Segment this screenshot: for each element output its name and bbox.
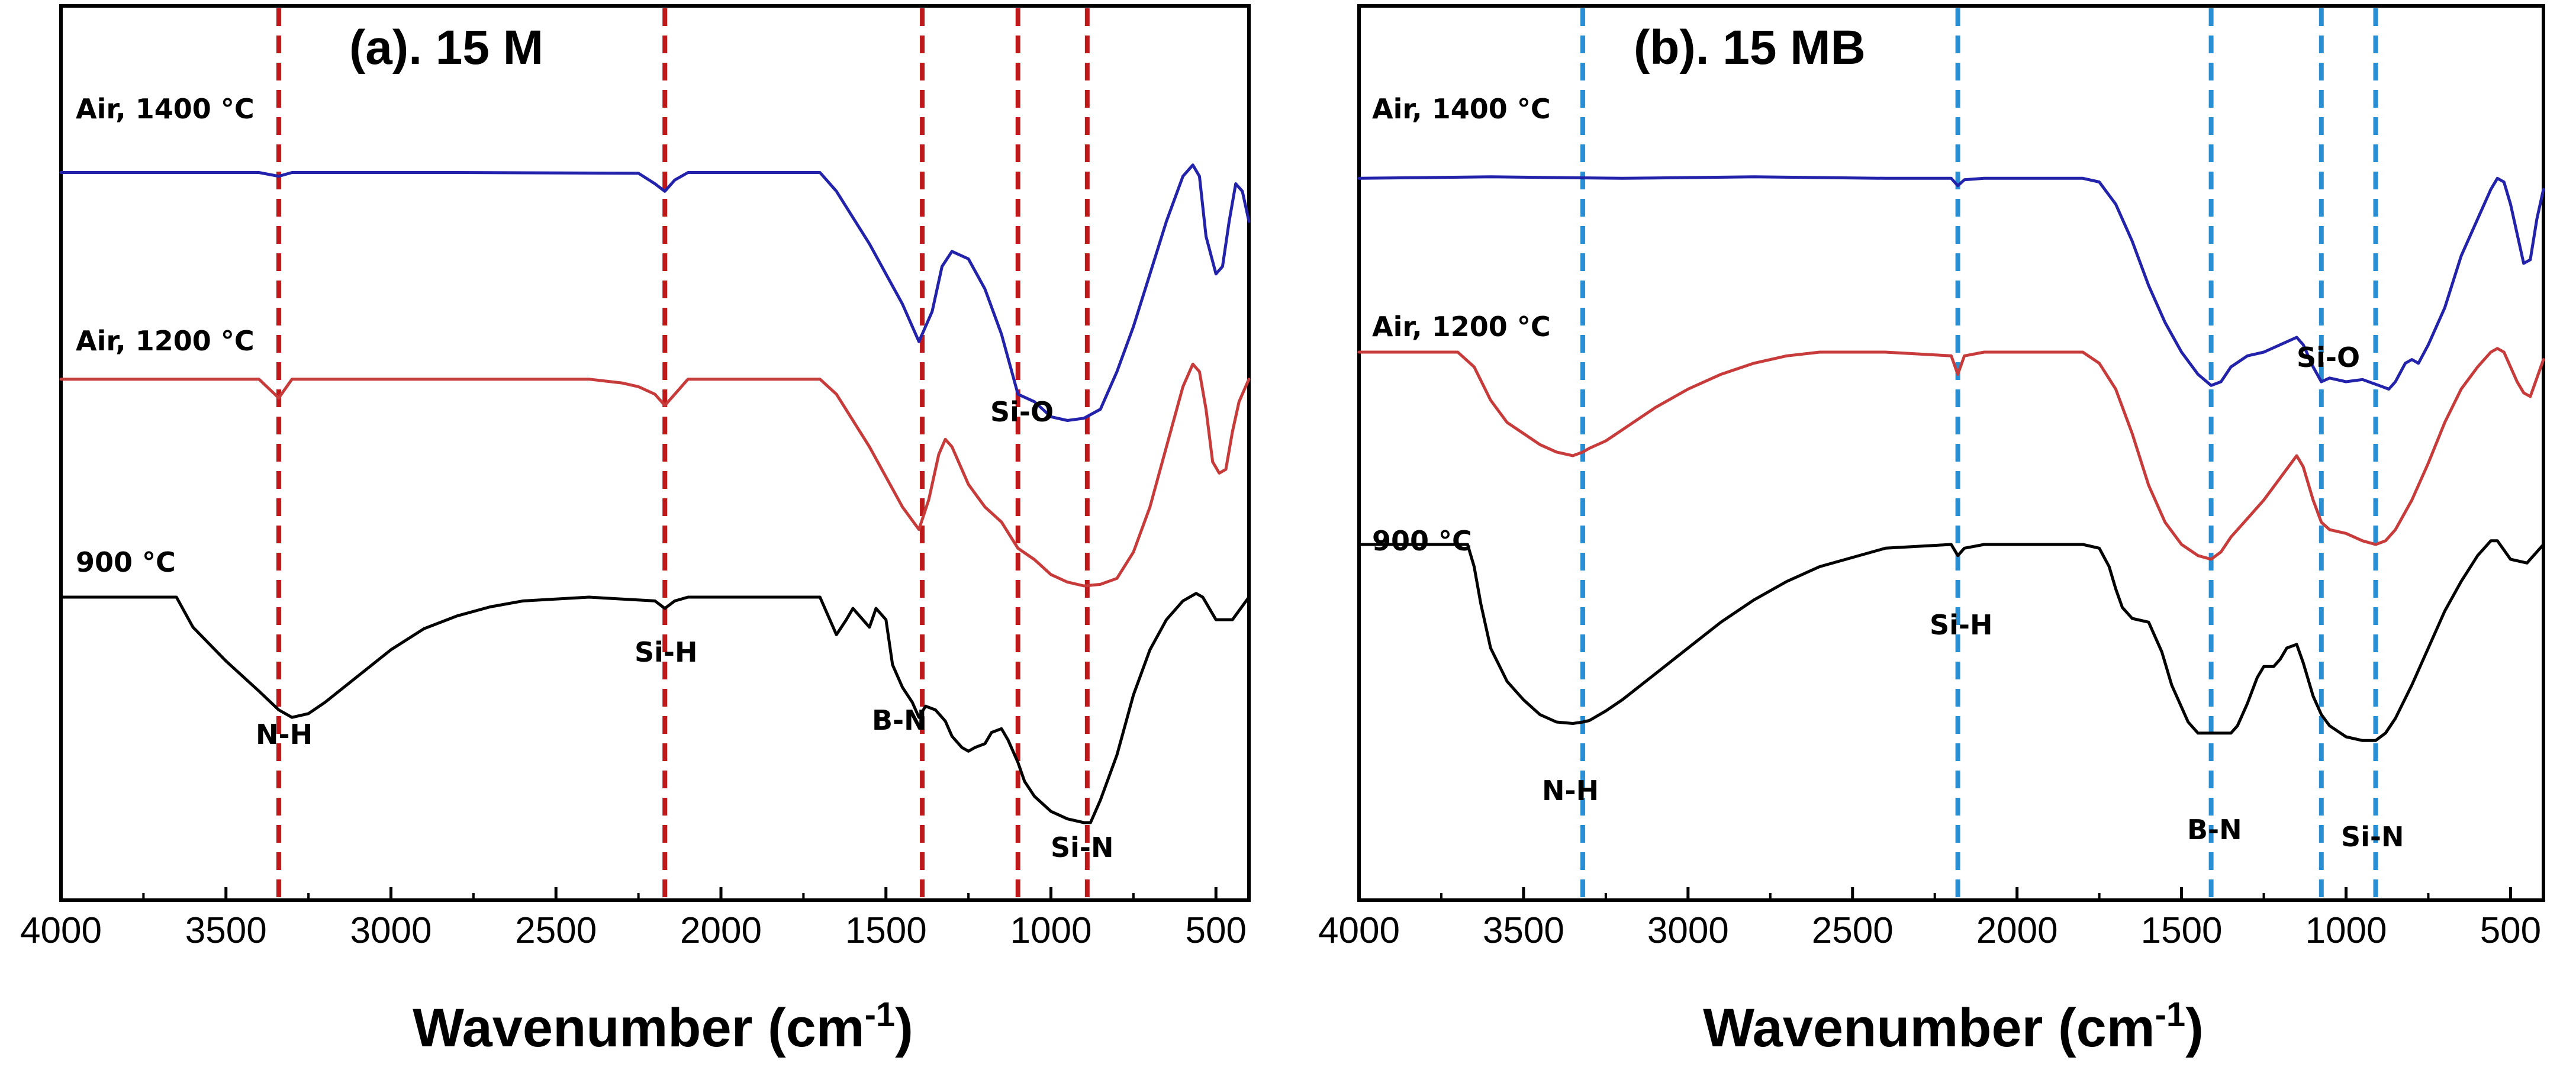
panel-a: 4000 3500 3000 2500 2000 1500 1000 500 (a). 15 … [20,4,1251,1058]
annotation-si-o: Si-O [990,396,1054,428]
x-axis-ticks: 4000 3500 3000 2500 2000 1500 1000 500 [1318,887,2541,951]
marker-lines [276,8,1090,898]
x-tick-label-2500: 2500 [1812,910,1894,951]
x-tick-label-2500: 2500 [515,910,597,951]
annotation-si-h: Si-H [635,636,698,668]
series-line-1 [59,362,1251,588]
x-tick-label-3500: 3500 [1483,910,1564,951]
series-label-1200: Air, 1200 °C [76,325,255,357]
plot-frame [1357,4,2545,902]
annotation-si-n: Si-N [2341,821,2404,853]
plot-frame [59,4,1251,902]
annotation-si-n: Si-N [1051,831,1114,863]
x-tick-label-2000: 2000 [680,910,762,951]
x-tick-label-1500: 1500 [845,910,927,951]
annotation-n-h: N-H [1542,775,1599,807]
series-line-0 [59,163,1251,422]
series-lines [1357,175,2545,742]
x-tick-label-1000: 1000 [2305,910,2387,951]
x-tick-label-500: 500 [1186,910,1247,951]
x-tick-label-3000: 3000 [350,910,432,951]
annotation-n-h: N-H [256,718,313,750]
annotation-si-o: Si-O [2297,341,2360,373]
annotation-si-h: Si-H [1930,609,1993,641]
panel-title: (a). 15 M [349,21,543,75]
x-tick-label-1000: 1000 [1010,910,1092,951]
annotation-b-n: B-N [872,704,927,736]
x-axis-ticks: 4000 3500 3000 2500 2000 1500 1000 500 [20,887,1247,951]
marker-lines [1580,8,2378,898]
series-line-1 [1357,347,2545,561]
x-tick-label-500: 500 [2480,910,2541,951]
panel-title: (b). 15 MB [1634,21,1866,75]
x-tick-label-2000: 2000 [1976,910,2058,951]
x-tick-label-1500: 1500 [2141,910,2223,951]
series-label-1200: Air, 1200 °C [1372,311,1551,343]
series-label-1400: Air, 1400 °C [1372,93,1551,125]
series-label-900: 900 °C [1372,525,1472,557]
x-tick-label-3000: 3000 [1647,910,1729,951]
x-tick-label-4000: 4000 [1318,910,1400,951]
annotation-b-n: B-N [2187,814,2242,846]
series-line-0 [1357,175,2545,391]
series-line-2 [1357,539,2545,742]
x-axis-label: Wavenumber (cm-1) [413,995,913,1058]
x-tick-label-4000: 4000 [20,910,102,951]
series-label-900: 900 °C [76,546,176,578]
series-lines [59,163,1251,824]
x-tick-label-3500: 3500 [185,910,267,951]
panel-b: 4000 3500 3000 2500 2000 1500 1000 500 (b). 15 … [1318,4,2545,1058]
series-line-2 [59,592,1251,824]
x-axis-label: Wavenumber (cm-1) [1703,995,2204,1058]
series-label-1400: Air, 1400 °C [76,93,255,125]
